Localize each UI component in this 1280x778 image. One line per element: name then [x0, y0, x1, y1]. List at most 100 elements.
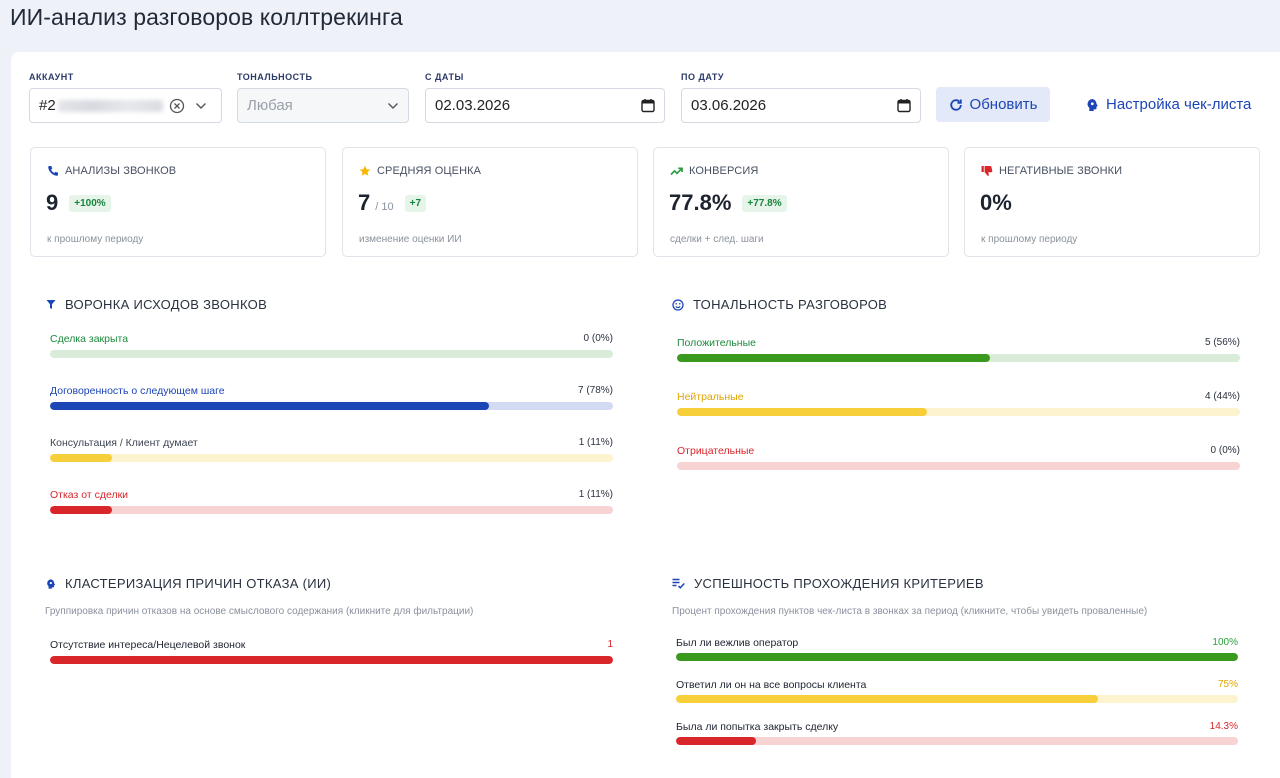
funnel-row-fill — [50, 402, 490, 410]
clusters-row-track — [50, 656, 613, 664]
criteria-row-label: Был ли вежлив оператор — [676, 637, 799, 649]
funnel-row-value: 1 (11%) — [578, 437, 613, 448]
funnel-row: Сделка закрыта 0 (0%) — [50, 333, 613, 358]
criteria-row-fill — [676, 695, 1098, 703]
funnel-row-label: Консультация / Клиент думает — [50, 437, 198, 449]
account-redacted — [57, 99, 163, 112]
card-average-score: СРЕДНЯЯ ОЦЕНКА 7 / 10 +7 изменение оценки … — [342, 147, 638, 257]
chevron-down-icon[interactable] — [195, 102, 207, 110]
card-negative-calls: НЕГАТИВНЫЕ ЗВОНКИ 0% к прошлому периоду — [964, 147, 1260, 257]
funnel-row-label: Отказ от сделки — [50, 489, 129, 501]
funnel-row: Договоренность о следующем шаге 7 (78%) — [50, 385, 613, 410]
checklist-icon — [672, 578, 685, 589]
card-note: к прошлому периоду — [981, 234, 1078, 245]
refresh-icon — [949, 98, 963, 112]
change-badge: +77.8% — [742, 195, 787, 212]
sentiment-row-track — [677, 354, 1240, 362]
card-value: 7 — [358, 190, 371, 215]
card-title: НЕГАТИВНЫЕ ЗВОНКИ — [999, 165, 1123, 177]
section-title-text: КЛАСТЕРИЗАЦИЯ ПРИЧИН ОТКАЗА (ИИ) — [65, 576, 332, 591]
calendar-icon[interactable] — [897, 98, 911, 113]
filter-icon — [46, 299, 56, 310]
checklist-settings-label: Настройка чек-листа — [1106, 96, 1252, 113]
brain-icon — [1086, 98, 1099, 112]
chevron-down-icon[interactable] — [387, 102, 399, 110]
card-title: АНАЛИЗЫ ЗВОНКОВ — [65, 165, 177, 177]
criteria-row-fill — [676, 653, 1238, 661]
card-title: СРЕДНЯЯ ОЦЕНКА — [377, 165, 482, 177]
smile-icon — [672, 298, 684, 311]
clusters-row-label: Отсутствие интереса/Нецелевой звонок — [50, 639, 246, 651]
criteria-row-track — [676, 737, 1238, 745]
criteria-row[interactable]: Была ли попытка закрыть сделку 14.3% — [676, 721, 1238, 745]
criteria-row-track — [676, 695, 1238, 703]
criteria-row-label: Ответил ли он на все вопросы клиента — [676, 679, 867, 691]
date-from-input[interactable]: 02.03.2026 — [425, 88, 665, 123]
funnel-row-track — [50, 350, 613, 358]
tone-select[interactable]: Любая — [237, 88, 409, 123]
card-value-suffix: / 10 — [375, 201, 394, 213]
clusters-subtitle: Группировка причин отказов на основе смы… — [45, 606, 474, 617]
criteria-row-value: 14.3% — [1209, 721, 1238, 732]
sentiment-row-value: 5 (56%) — [1204, 337, 1240, 348]
clusters-row-value: 1 — [607, 639, 613, 650]
funnel-row-value: 7 (78%) — [577, 385, 613, 396]
card-note: к прошлому периоду — [47, 234, 144, 245]
funnel-row: Консультация / Клиент думает 1 (11%) — [50, 437, 613, 462]
tone-label: ТОНАЛЬНОСТЬ — [237, 72, 313, 82]
sentiment-row-value: 4 (44%) — [1204, 391, 1240, 402]
criteria-subtitle: Процент прохождения пунктов чек-листа в … — [672, 606, 1148, 617]
account-label: АККАУНТ — [29, 72, 74, 82]
funnel-row-fill — [50, 454, 112, 462]
tone-placeholder: Любая — [247, 97, 293, 114]
funnel-row: Отказ от сделки 1 (11%) — [50, 489, 613, 514]
criteria-row-value: 100% — [1212, 637, 1238, 648]
checklist-settings-button[interactable]: Настройка чек-листа — [1086, 87, 1251, 122]
sentiment-row-track — [677, 462, 1240, 470]
clusters-section-title: КЛАСТЕРИЗАЦИЯ ПРИЧИН ОТКАЗА (ИИ) — [46, 576, 331, 591]
clear-icon[interactable] — [169, 98, 185, 114]
refresh-button[interactable]: Обновить — [936, 87, 1050, 122]
sentiment-row-label: Положительные — [677, 337, 756, 349]
card-conversion: КОНВЕРСИЯ 77.8% +77.8% сделки + след. шаг… — [653, 147, 949, 257]
criteria-section-title: УСПЕШНОСТЬ ПРОХОЖДЕНИЯ КРИТЕРИЕВ — [672, 576, 984, 591]
account-select[interactable]: #2 — [29, 88, 222, 123]
funnel-section-title: ВОРОНКА ИСХОДОВ ЗВОНКОВ — [46, 297, 267, 312]
funnel-row-fill — [50, 506, 112, 514]
section-title-text: ВОРОНКА ИСХОДОВ ЗВОНКОВ — [65, 297, 268, 312]
date-to-input[interactable]: 03.06.2026 — [681, 88, 921, 123]
date-to-value: 03.06.2026 — [691, 97, 767, 114]
card-calls-analyzed: АНАЛИЗЫ ЗВОНКОВ 9 +100% к прошлому период… — [30, 147, 326, 257]
funnel-row-track — [50, 454, 613, 462]
card-value: 0% — [980, 190, 1012, 215]
sentiment-row-fill — [677, 408, 927, 416]
date-from-value: 02.03.2026 — [435, 97, 511, 114]
date-to-label: ПО ДАТУ — [681, 72, 725, 82]
sentiment-row-fill — [677, 354, 991, 362]
sentiment-row-label: Нейтральные — [677, 391, 744, 403]
star-icon — [359, 165, 371, 177]
change-badge: +7 — [404, 195, 427, 212]
account-value: #2 — [39, 97, 56, 114]
sentiment-section-title: ТОНАЛЬНОСТЬ РАЗГОВОРОВ — [672, 297, 887, 312]
card-note: сделки + след. шаги — [670, 234, 764, 245]
section-title-text: ТОНАЛЬНОСТЬ РАЗГОВОРОВ — [693, 297, 888, 312]
calendar-icon[interactable] — [641, 98, 655, 113]
refresh-label: Обновить — [969, 96, 1038, 113]
criteria-row-value: 75% — [1217, 679, 1238, 690]
sentiment-row: Нейтральные 4 (44%) — [677, 391, 1240, 416]
funnel-row-value: 1 (11%) — [578, 489, 613, 500]
criteria-row-fill — [676, 737, 757, 745]
section-title-text: УСПЕШНОСТЬ ПРОХОЖДЕНИЯ КРИТЕРИЕВ — [694, 576, 984, 591]
date-from-label: С ДАТЫ — [425, 72, 464, 82]
sentiment-row-value: 0 (0%) — [1210, 445, 1240, 456]
criteria-row[interactable]: Ответил ли он на все вопросы клиента 75% — [676, 679, 1238, 703]
criteria-row[interactable]: Был ли вежлив оператор 100% — [676, 637, 1238, 661]
card-note: изменение оценки ИИ — [359, 234, 462, 245]
card-value: 9 — [46, 190, 59, 215]
main-panel: АККАУНТ #2 ТОНАЛЬНОСТЬ Любая С ДАТЫ 02.0… — [11, 52, 1280, 778]
funnel-row-track — [50, 402, 613, 410]
phone-icon — [47, 165, 59, 177]
criteria-row-label: Была ли попытка закрыть сделку — [676, 721, 839, 733]
clusters-row[interactable]: Отсутствие интереса/Нецелевой звонок 1 — [50, 639, 613, 664]
